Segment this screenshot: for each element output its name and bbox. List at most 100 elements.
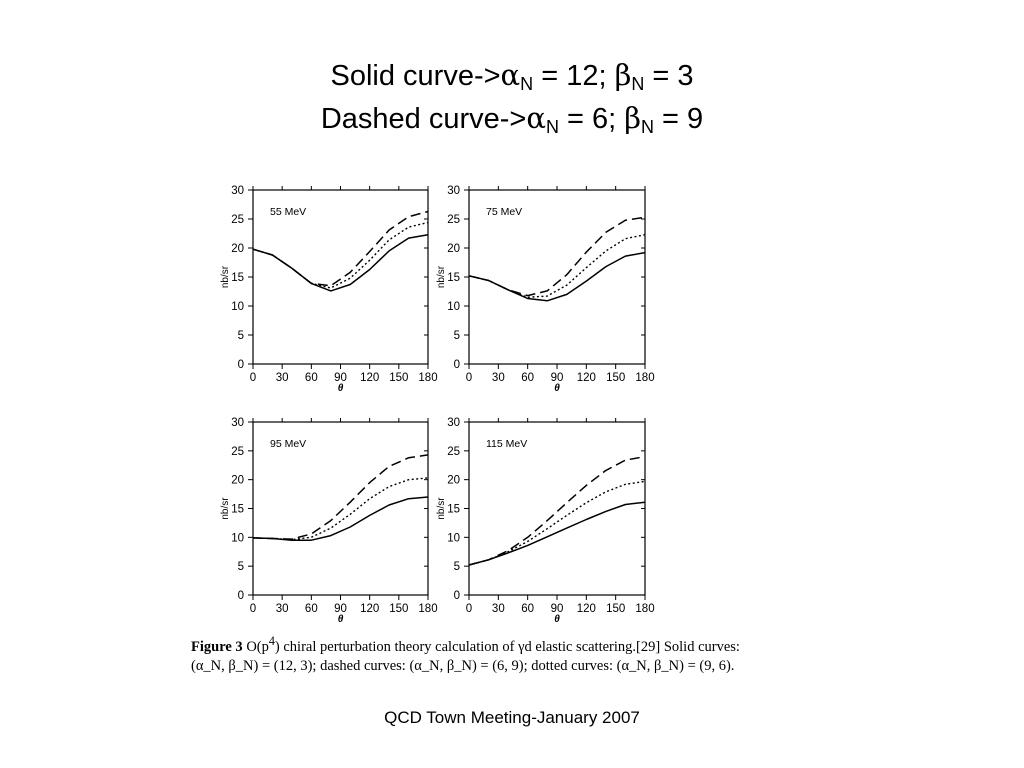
title-line-solid: Solid curve->αN = 12; βN = 3	[0, 54, 1024, 97]
x-tick-label: 90	[551, 603, 564, 615]
y-tick-label: 5	[238, 561, 244, 573]
x-axis-label: θ	[338, 383, 344, 394]
x-axis-label: θ	[338, 614, 344, 625]
x-tick-label: 150	[389, 372, 408, 384]
caption-line-2: (α_N, β_N) = (12, 3); dashed curves: (α_…	[191, 657, 735, 674]
series-line-solid	[468, 251, 646, 302]
caption-text: O(p	[242, 638, 269, 655]
alpha-symbol: α	[500, 58, 521, 92]
panel-label: 95 MeV	[270, 438, 306, 450]
x-tick-label: 30	[492, 603, 505, 615]
series-line-solid	[252, 496, 429, 541]
x-tick-label: 60	[521, 372, 534, 384]
y-tick-label: 0	[454, 590, 460, 602]
series-line-dashed	[252, 454, 429, 540]
subscript: N	[631, 74, 645, 94]
y-tick-label: 20	[447, 475, 460, 487]
series-line-dotted	[468, 234, 646, 298]
y-tick-label: 10	[447, 301, 460, 313]
series-line-dotted	[252, 477, 429, 541]
y-tick-label: 5	[238, 330, 244, 342]
alpha-symbol: α	[526, 101, 546, 135]
caption-superscript: 4	[268, 634, 275, 648]
figure-label: Figure 3	[191, 638, 243, 655]
y-tick-label: 5	[454, 561, 460, 573]
y-tick-label: 30	[231, 185, 244, 197]
y-tick-label: 5	[454, 330, 460, 342]
x-tick-label: 150	[389, 603, 408, 615]
x-tick-label: 180	[418, 603, 437, 615]
y-axis-label: nb/sr	[436, 265, 447, 288]
x-tick-label: 120	[577, 603, 596, 615]
x-tick-label: 0	[466, 372, 472, 384]
y-axis-label: nb/sr	[220, 265, 231, 288]
subscript: N	[641, 117, 654, 137]
beta-symbol: β	[614, 58, 632, 92]
x-tick-label: 90	[551, 372, 564, 384]
y-tick-label: 20	[231, 243, 244, 255]
series-line-dashed	[468, 216, 646, 297]
title-text: = 12;	[533, 60, 615, 92]
y-tick-label: 25	[231, 446, 244, 458]
y-tick-label: 0	[238, 590, 244, 602]
caption-text: ) chiral perturbation theory calculation…	[274, 638, 740, 655]
x-tick-label: 180	[635, 372, 654, 384]
x-tick-label: 120	[360, 372, 379, 384]
y-tick-label: 0	[238, 359, 244, 371]
x-tick-label: 0	[250, 372, 256, 384]
y-tick-label: 10	[447, 532, 460, 544]
y-tick-label: 30	[447, 185, 460, 197]
y-tick-label: 30	[231, 417, 244, 429]
title-text: = 9	[654, 103, 704, 135]
x-tick-label: 180	[418, 372, 437, 384]
y-axis-label: nb/sr	[220, 497, 231, 520]
series-line-dotted	[252, 221, 429, 289]
x-tick-label: 60	[305, 372, 318, 384]
slide-footer: QCD Town Meeting-January 2007	[384, 708, 640, 727]
y-tick-label: 15	[447, 504, 460, 516]
x-axis-label: θ	[554, 614, 560, 625]
x-tick-label: 90	[334, 372, 347, 384]
x-tick-label: 90	[334, 603, 347, 615]
title-text: Solid curve->	[330, 60, 501, 92]
x-tick-label: 30	[276, 603, 289, 615]
x-tick-label: 60	[305, 603, 318, 615]
x-tick-label: 30	[492, 372, 505, 384]
title-text: = 6;	[558, 103, 625, 135]
x-tick-label: 0	[250, 603, 256, 615]
y-tick-label: 15	[231, 272, 244, 284]
title-text: = 3	[644, 60, 694, 92]
y-tick-label: 25	[447, 446, 460, 458]
series-line-solid	[468, 501, 646, 566]
x-tick-label: 120	[577, 372, 596, 384]
panel-label: 115 MeV	[486, 438, 527, 450]
y-tick-label: 25	[231, 214, 244, 226]
series-line-dashed	[468, 455, 646, 566]
y-tick-label: 10	[231, 532, 244, 544]
title-line-dashed: Dashed curve->αN = 6; βN = 9	[0, 97, 1024, 140]
x-tick-label: 30	[276, 372, 289, 384]
beta-symbol: β	[624, 101, 641, 135]
y-tick-label: 15	[231, 504, 244, 516]
y-axis-label: nb/sr	[436, 497, 447, 520]
caption-line-1: Figure 3 O(p4) chiral perturbation theor…	[191, 632, 831, 657]
slide-title: Solid curve->αN = 12; βN = 3 Dashed curv…	[0, 54, 1024, 140]
x-tick-label: 120	[360, 603, 379, 615]
y-tick-label: 25	[447, 214, 460, 226]
x-axis-label: θ	[554, 383, 560, 394]
subscript: N	[545, 117, 559, 137]
subscript: N	[520, 74, 534, 94]
panel-label: 55 MeV	[270, 206, 306, 218]
x-tick-label: 150	[606, 603, 625, 615]
y-tick-label: 20	[447, 243, 460, 255]
y-tick-label: 15	[447, 272, 460, 284]
panel-label: 75 MeV	[486, 206, 522, 218]
x-tick-label: 60	[521, 603, 534, 615]
series-line-dashed	[252, 210, 429, 287]
x-tick-label: 180	[635, 603, 654, 615]
title-text: Dashed curve->	[320, 103, 527, 135]
y-tick-label: 10	[231, 301, 244, 313]
x-tick-label: 150	[606, 372, 625, 384]
y-tick-label: 0	[454, 359, 460, 371]
